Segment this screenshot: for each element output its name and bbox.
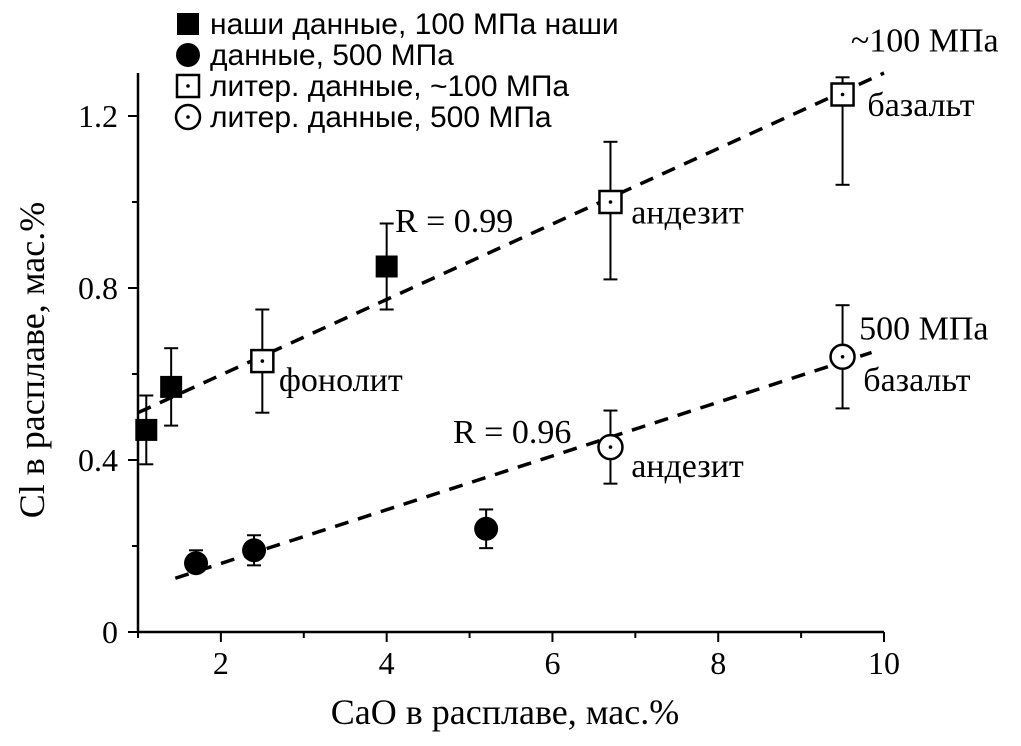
marker-dot (840, 355, 845, 359)
legend-marker (174, 103, 202, 131)
marker-dot (608, 200, 613, 204)
y-tick-label: 0.4 (78, 442, 118, 478)
x-tick-label: 8 (710, 645, 726, 681)
marker-shape (177, 13, 199, 35)
legend-label: литер. данные, ~100 МПа (210, 70, 569, 103)
data-points (135, 76, 856, 576)
annotation: андезит (631, 195, 744, 232)
x-tick-label: 10 (868, 645, 900, 681)
legend-marker (175, 73, 201, 99)
marker-dot (840, 92, 845, 97)
annotation: фонолит (279, 362, 403, 399)
annotations: ~100 МПа базальт андезит фонолит R = 0.99 R =… (279, 23, 999, 486)
marker-shape (160, 375, 183, 398)
data-point (474, 516, 499, 541)
data-point (160, 375, 183, 398)
annotation: R = 0.96 (453, 414, 571, 451)
data-point (250, 348, 275, 374)
legend-marker (177, 13, 199, 35)
y-tick-label: 1.2 (78, 98, 118, 134)
x-tick-label: 4 (379, 645, 395, 681)
marker-shape (135, 418, 158, 441)
fit-line (174, 350, 873, 580)
axes: 2 4 6 8 10 0 0.4 0.8 1.2 (78, 73, 900, 681)
x-axis-title: CaO в расплаве, мас.% (331, 692, 679, 732)
data-point (135, 418, 158, 441)
annotation: ~100 МПа (851, 23, 999, 60)
marker-shape (176, 43, 200, 67)
marker-dot (608, 445, 613, 449)
legend-label: данные, 500 МПа (210, 39, 454, 72)
fit-line (137, 71, 885, 415)
annotation: базальт (867, 87, 974, 124)
legend-label: наши данные, 100 МПа наши (210, 8, 619, 41)
data-point (375, 255, 398, 278)
annotation: базальт (863, 362, 970, 399)
x-tick-label: 2 (213, 645, 229, 681)
marker-shape (474, 516, 499, 541)
y-tick-label: 0.8 (78, 270, 118, 306)
marker-dot (186, 84, 190, 88)
marker-dot (186, 115, 190, 119)
annotation: 500 МПа (859, 311, 988, 348)
data-point (829, 343, 856, 371)
data-point (242, 538, 267, 563)
x-tick-label: 6 (544, 645, 560, 681)
marker-shape (242, 538, 267, 563)
data-point (830, 82, 855, 107)
marker-shape (184, 551, 209, 576)
annotation: андезит (631, 448, 744, 485)
annotation: R = 0.99 (395, 203, 513, 240)
fit-lines (137, 71, 885, 580)
data-point (598, 189, 623, 215)
data-point (184, 551, 209, 576)
y-axis-title: Cl в расплаве, мас.% (12, 202, 52, 518)
y-tick-label: 0 (102, 614, 118, 650)
marker-shape (375, 255, 398, 278)
marker-dot (260, 359, 265, 363)
legend-label: литер. данные, 500 МПа (210, 101, 552, 134)
data-point (597, 433, 624, 461)
legend-marker (176, 43, 200, 67)
